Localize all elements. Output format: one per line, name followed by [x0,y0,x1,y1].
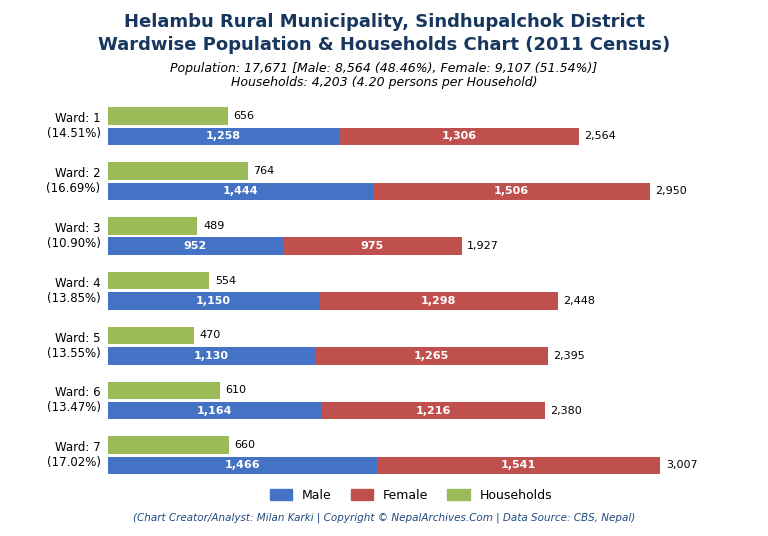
Text: 3,007: 3,007 [666,460,697,471]
Text: 554: 554 [215,276,236,286]
Bar [108,237,283,255]
Text: 1,466: 1,466 [224,460,260,471]
Bar [108,436,229,454]
Text: Wardwise Population & Households Chart (2011 Census): Wardwise Population & Households Chart (… [98,36,670,55]
Bar [108,327,194,344]
Text: Households: 4,203 (4.20 persons per Household): Households: 4,203 (4.20 persons per Hous… [230,76,538,89]
Text: 1,130: 1,130 [194,351,229,361]
Text: 1,506: 1,506 [494,187,529,196]
Text: 2,395: 2,395 [554,351,585,361]
Bar [373,183,650,200]
Text: 1,150: 1,150 [196,296,230,306]
Text: Helambu Rural Municipality, Sindhupalchok District: Helambu Rural Municipality, Sindhupalcho… [124,13,644,32]
Bar [322,402,545,419]
Text: 1,541: 1,541 [501,460,536,471]
Text: 1,444: 1,444 [223,187,258,196]
Text: 1,298: 1,298 [421,296,456,306]
Text: 489: 489 [203,221,224,231]
Bar [283,237,462,255]
Text: 2,380: 2,380 [551,406,582,415]
Text: 1,164: 1,164 [197,406,232,415]
Text: 1,216: 1,216 [415,406,451,415]
Text: 2,950: 2,950 [655,187,687,196]
Text: 470: 470 [200,331,220,340]
Text: 2,448: 2,448 [563,296,595,306]
Text: 764: 764 [253,166,275,176]
Text: 1,258: 1,258 [206,131,240,142]
Bar [316,347,548,364]
Bar [108,457,377,474]
Bar [108,382,220,399]
Text: 952: 952 [184,241,207,251]
Text: (Chart Creator/Analyst: Milan Karki | Copyright © NepalArchives.Com | Data Sourc: (Chart Creator/Analyst: Milan Karki | Co… [133,512,635,523]
Bar [108,347,316,364]
Bar [108,162,248,180]
Bar [108,292,319,310]
Text: 1,306: 1,306 [442,131,476,142]
Bar [108,183,373,200]
Bar [319,292,558,310]
Legend: Male, Female, Households: Male, Female, Households [264,484,558,507]
Bar [108,107,228,125]
Text: 660: 660 [234,440,256,450]
Text: 1,265: 1,265 [414,351,449,361]
Bar [108,402,322,419]
Bar [108,272,210,289]
Bar [339,128,579,145]
Text: 975: 975 [360,241,384,251]
Text: 656: 656 [233,111,255,121]
Text: Population: 17,671 [Male: 8,564 (48.46%), Female: 9,107 (51.54%)]: Population: 17,671 [Male: 8,564 (48.46%)… [170,62,598,75]
Text: 610: 610 [225,385,247,396]
Bar [377,457,660,474]
Bar [108,217,197,235]
Text: 2,564: 2,564 [584,131,616,142]
Bar [108,128,339,145]
Text: 1,927: 1,927 [467,241,499,251]
